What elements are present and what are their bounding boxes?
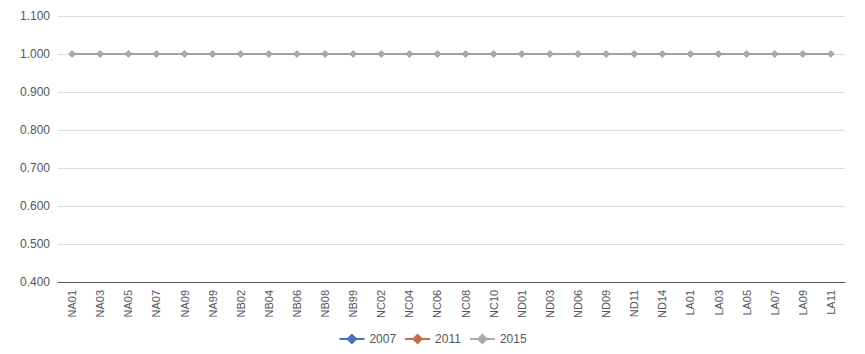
svg-text:NC06: NC06 [431, 290, 443, 318]
svg-text:NA01: NA01 [66, 290, 78, 318]
svg-text:0.700: 0.700 [20, 161, 50, 175]
svg-text:ND01: ND01 [516, 290, 528, 318]
svg-text:LA03: LA03 [713, 290, 725, 316]
svg-text:0.500: 0.500 [20, 237, 50, 251]
svg-text:NB06: NB06 [291, 290, 303, 318]
svg-text:2011: 2011 [435, 332, 461, 346]
svg-text:1.100: 1.100 [20, 9, 50, 23]
svg-text:NB04: NB04 [263, 290, 275, 318]
svg-text:2015: 2015 [500, 332, 527, 346]
svg-text:0.800: 0.800 [20, 123, 50, 137]
svg-text:LA11: LA11 [825, 290, 837, 315]
svg-text:LA07: LA07 [769, 290, 781, 316]
svg-text:ND06: ND06 [572, 290, 584, 318]
svg-text:LA01: LA01 [684, 290, 696, 316]
svg-text:NC10: NC10 [488, 290, 500, 318]
svg-text:0.600: 0.600 [20, 199, 50, 213]
svg-text:NB99: NB99 [347, 290, 359, 318]
svg-text:ND14: ND14 [656, 290, 668, 318]
svg-text:NC08: NC08 [460, 290, 472, 318]
svg-text:NA07: NA07 [150, 290, 162, 318]
svg-text:ND09: ND09 [600, 290, 612, 318]
svg-text:NA05: NA05 [122, 290, 134, 318]
svg-text:ND03: ND03 [544, 290, 556, 318]
svg-text:ND11: ND11 [628, 290, 640, 317]
svg-text:NC02: NC02 [375, 290, 387, 318]
svg-text:LA09: LA09 [797, 290, 809, 316]
svg-text:NB08: NB08 [319, 290, 331, 318]
svg-text:2007: 2007 [369, 332, 396, 346]
svg-text:NB02: NB02 [235, 290, 247, 318]
svg-text:1.000: 1.000 [20, 47, 50, 61]
svg-text:0.400: 0.400 [20, 275, 50, 289]
svg-text:LA05: LA05 [741, 290, 753, 316]
svg-text:0.900: 0.900 [20, 85, 50, 99]
svg-text:NA03: NA03 [94, 290, 106, 318]
svg-text:NA09: NA09 [179, 290, 191, 318]
svg-text:NC04: NC04 [403, 290, 415, 318]
svg-text:NA99: NA99 [207, 290, 219, 318]
